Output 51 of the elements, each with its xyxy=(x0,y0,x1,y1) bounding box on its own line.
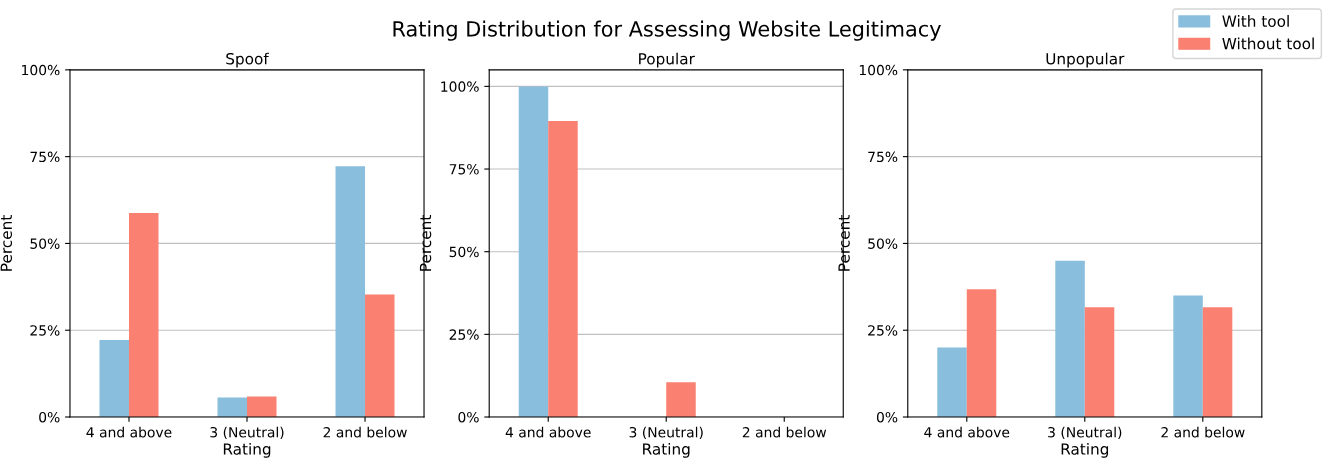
x-tick-label: 4 and above xyxy=(924,426,1010,438)
bar xyxy=(518,86,549,418)
legend-label: Without tool xyxy=(1222,37,1314,50)
x-axis-title: Rating xyxy=(643,442,690,458)
y-tick-label: 25% xyxy=(449,329,479,340)
bar xyxy=(1055,260,1085,418)
chart-title: Popular xyxy=(639,52,695,68)
y-axis-title: Percent xyxy=(419,215,432,271)
y-tick-label: 100% xyxy=(859,64,898,76)
x-tick-label: 4 and above xyxy=(86,426,172,438)
y-tick-label: 0% xyxy=(458,411,479,423)
y-tick-label: 25% xyxy=(868,325,898,336)
x-tick-label: 3 (Neutral) xyxy=(1048,426,1122,440)
x-tick-label: 4 and above xyxy=(505,426,591,438)
bar xyxy=(937,347,967,418)
bar xyxy=(247,396,277,418)
y-tick-label: 75% xyxy=(868,151,898,163)
bar xyxy=(128,212,159,418)
text: Rating Distribution for Assessing Website Legitimacy xyxy=(393,20,941,41)
bar xyxy=(1173,295,1203,418)
bar xyxy=(1202,307,1233,418)
chart-title: Spoof xyxy=(226,52,270,68)
y-tick-label: 100% xyxy=(22,64,60,76)
bar xyxy=(217,397,247,418)
bar xyxy=(99,339,129,418)
y-tick-label: 0% xyxy=(39,411,60,423)
y-tick-label: 75% xyxy=(30,151,60,163)
y-tick-label: 75% xyxy=(449,164,479,175)
y-tick-label: 0% xyxy=(876,411,898,423)
y-axis-title: Percent xyxy=(0,215,13,271)
bar xyxy=(1084,307,1115,418)
x-tick-label: 2 and below xyxy=(742,426,827,438)
y-tick-label: 50% xyxy=(449,246,479,258)
y-tick-label: 25% xyxy=(30,325,60,336)
y-tick-label: 100% xyxy=(441,81,479,92)
y-tick-label: 50% xyxy=(868,238,898,249)
x-tick-label: 3 (Neutral) xyxy=(629,426,703,440)
x-axis-title: Rating xyxy=(223,442,271,458)
bar xyxy=(666,382,696,418)
bar xyxy=(335,166,366,418)
x-tick-label: 3 (Neutral) xyxy=(210,426,284,440)
y-tick-label: 50% xyxy=(30,238,60,249)
bar xyxy=(548,121,578,418)
chart-title: Unpopular xyxy=(1046,52,1125,68)
legend-label: With tool xyxy=(1222,15,1289,27)
x-tick-label: 2 and below xyxy=(323,426,407,438)
bar xyxy=(365,294,395,418)
y-axis-title: Percent xyxy=(838,215,850,271)
x-axis-title: Rating xyxy=(1061,442,1109,458)
x-tick-label: 2 and below xyxy=(1161,426,1245,438)
bar xyxy=(966,289,997,418)
